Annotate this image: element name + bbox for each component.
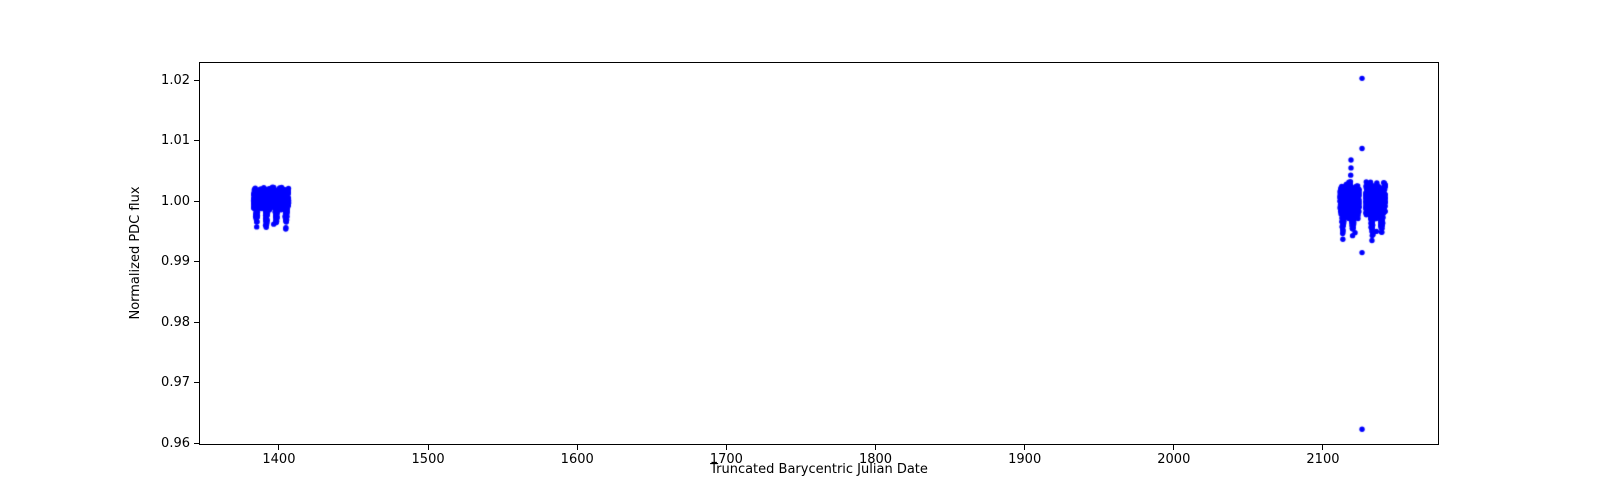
y-tick-label: 1.01 <box>161 133 190 149</box>
x-tick-label: 2000 <box>1157 452 1191 467</box>
y-tick-label: 0.96 <box>161 435 190 451</box>
x-axis-label: Truncated Barycentric Julian Date <box>710 462 928 477</box>
y-tick-label: 1.02 <box>161 72 190 88</box>
y-tick-mark <box>194 382 199 384</box>
x-tick-label: 1600 <box>560 452 594 467</box>
x-tick-label: 1800 <box>858 452 893 467</box>
x-tick-label: 1700 <box>709 452 743 467</box>
x-tick-label: 2100 <box>1306 452 1340 467</box>
y-tick-mark <box>194 79 199 81</box>
y-tick-mark <box>194 140 199 142</box>
x-tick-mark <box>427 445 429 450</box>
y-tick-label: 0.97 <box>161 375 190 391</box>
x-tick-mark <box>725 445 727 450</box>
y-tick-label: 0.99 <box>161 254 190 270</box>
y-tick-mark <box>194 321 199 323</box>
y-tick-mark <box>194 261 199 263</box>
x-tick-label: 1400 <box>262 452 296 467</box>
x-tick-mark <box>1322 445 1324 450</box>
x-tick-mark <box>1173 445 1175 450</box>
x-tick-mark <box>576 445 578 450</box>
x-tick-label: 1500 <box>411 452 445 467</box>
x-tick-mark <box>875 445 877 450</box>
y-tick-mark <box>194 442 199 444</box>
y-tick-label: 1.00 <box>161 193 190 209</box>
y-tick-mark <box>194 200 199 202</box>
x-tick-mark <box>1024 445 1026 450</box>
x-tick-mark <box>278 445 280 450</box>
y-tick-label: 0.98 <box>161 314 190 330</box>
x-tick-label: 1900 <box>1008 452 1042 467</box>
plot-area <box>199 62 1439 445</box>
